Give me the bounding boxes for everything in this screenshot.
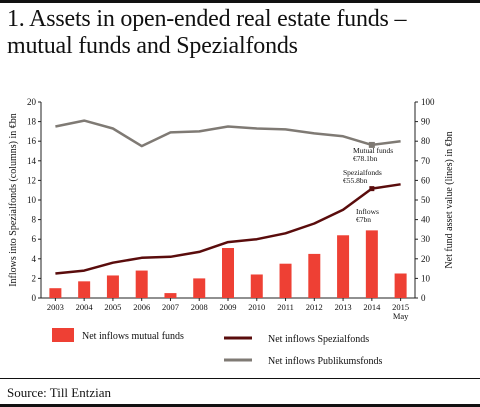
x-tick-label: 2006 — [133, 302, 150, 312]
annotation-line2: €55.8bn — [343, 176, 368, 185]
y-tick-label-right: 90 — [421, 117, 431, 127]
y-tick-label-left: 6 — [32, 234, 37, 244]
chart-title: 1. Assets in open-ended real estate fund… — [7, 6, 406, 60]
top-rule — [0, 0, 480, 3]
y-tick-label-left: 0 — [32, 293, 37, 303]
x-tick-label: 2010 — [248, 302, 265, 312]
y-tick-label-right: 10 — [421, 273, 431, 283]
x-tick-label: 2005 — [104, 302, 121, 312]
annotation-line2: €78.1bn — [353, 154, 378, 163]
marker-publikumsfonds-2014 — [368, 141, 375, 148]
end-rule — [0, 404, 480, 407]
marker-spezialfonds-2014 — [369, 186, 375, 192]
x-tick-label: 2009 — [220, 302, 237, 312]
legend-label-spezialfonds: Net inflows Spezialfonds — [268, 334, 369, 345]
y-tick-label-left: 2 — [32, 273, 37, 283]
y-tick-label-left: 18 — [27, 117, 37, 127]
annotation-line1: Spezialfonds — [343, 168, 382, 177]
x-tick-label: 2008 — [191, 302, 208, 312]
y-tick-label-right: 0 — [421, 293, 426, 303]
annotation-line1: Inflows — [356, 207, 379, 216]
legend-label-publikumsfonds: Net inflows Publikumsfonds — [268, 356, 383, 367]
y-tick-label-left: 10 — [27, 195, 37, 205]
x-tick-label: 2015 — [392, 302, 409, 312]
legend-label-mutual-funds: Net inflows mutual funds — [82, 331, 184, 342]
title-line-2: mutual funds and Spezialfonds — [7, 33, 298, 59]
legend-swatch-mutual-funds — [52, 328, 74, 342]
bar-mutual-funds — [308, 253, 321, 298]
x-tick-label: 2004 — [76, 302, 94, 312]
y-tick-label-right: 100 — [421, 97, 435, 107]
y-tick-label-left: 4 — [32, 254, 37, 264]
y-tick-label-right: 70 — [421, 156, 431, 166]
y-tick-label-right: 60 — [421, 175, 431, 185]
y-tick-label-left: 14 — [27, 156, 37, 166]
y-tick-label-right: 50 — [421, 195, 431, 205]
x-tick-label: 2003 — [47, 302, 64, 312]
bar-mutual-funds — [78, 281, 91, 298]
bar-mutual-funds — [222, 248, 234, 298]
bar-mutual-funds — [193, 278, 206, 298]
y-tick-label-left: 16 — [27, 136, 37, 146]
bottom-rule — [0, 378, 480, 379]
bar-mutual-funds — [337, 235, 350, 298]
chart-svg: 0 2 4 6 8 10 12 14 16 18 20 0 10 20 30 40 50 60 70 80 90 100 2… — [8, 97, 455, 367]
bar-mutual-funds — [49, 288, 62, 298]
annotation-line2: €7bn — [356, 215, 371, 224]
bar-mutual-funds — [250, 274, 263, 298]
x-tick-sublabel: May — [393, 311, 409, 321]
y-tick-label-left: 20 — [27, 97, 37, 107]
x-tick-label: 2007 — [162, 302, 179, 312]
y-tick-label-right: 20 — [421, 254, 431, 264]
bar-mutual-funds — [279, 263, 292, 298]
x-tick-label: 2014 — [363, 302, 381, 312]
y-tick-label-right: 40 — [421, 215, 431, 225]
annotation-line1: Mutual funds — [353, 146, 393, 155]
line-publikumsfonds — [55, 119, 401, 148]
y-tick-label-left: 8 — [32, 215, 37, 225]
line-spezialfonds — [55, 183, 401, 275]
bar-mutual-funds — [135, 270, 148, 298]
x-tick-label: 2011 — [277, 302, 294, 312]
y-tick-label-right: 30 — [421, 234, 431, 244]
bar-mutual-funds — [365, 230, 378, 298]
bar-mutual-funds — [394, 273, 407, 298]
y-axis-title-right: Net fund asset value (lines) in €bn — [444, 131, 455, 268]
bar-mutual-funds — [164, 293, 177, 298]
x-tick-label: 2012 — [306, 302, 323, 312]
source-note: Source: Till Entzian — [7, 385, 111, 400]
x-tick-label: 2013 — [335, 302, 352, 312]
y-axis-title-left: Inflows into Spezialfonds (columns) in €… — [8, 113, 19, 287]
y-tick-label-right: 80 — [421, 136, 431, 146]
title-line-1: 1. Assets in open-ended real estate fund… — [7, 6, 407, 32]
bar-mutual-funds — [106, 275, 119, 298]
y-tick-label-left: 12 — [27, 175, 36, 185]
